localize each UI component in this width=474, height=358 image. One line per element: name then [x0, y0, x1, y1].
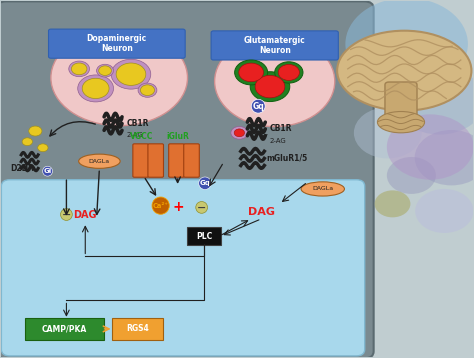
FancyBboxPatch shape [148, 144, 164, 177]
Circle shape [37, 144, 48, 152]
Text: PLC: PLC [196, 232, 212, 241]
Text: D2DR: D2DR [10, 164, 34, 173]
Circle shape [234, 129, 245, 137]
Text: CAMP/PKA: CAMP/PKA [42, 324, 87, 333]
Ellipse shape [51, 30, 188, 126]
Circle shape [395, 67, 474, 135]
FancyBboxPatch shape [1, 180, 365, 356]
Circle shape [78, 75, 114, 102]
Circle shape [69, 61, 90, 77]
Circle shape [116, 63, 146, 86]
Text: −: − [62, 209, 71, 219]
Text: −: − [197, 202, 206, 212]
Circle shape [235, 60, 268, 85]
Circle shape [29, 126, 42, 136]
Ellipse shape [79, 154, 120, 168]
Circle shape [97, 64, 114, 77]
Text: Ca²⁺: Ca²⁺ [153, 203, 169, 209]
Circle shape [275, 62, 303, 83]
Text: Gq: Gq [200, 180, 210, 186]
Text: 2-AG: 2-AG [270, 137, 287, 144]
Circle shape [72, 63, 87, 75]
Circle shape [255, 76, 285, 98]
Text: DAGLa: DAGLa [312, 187, 333, 192]
FancyBboxPatch shape [48, 29, 185, 58]
FancyBboxPatch shape [211, 31, 338, 60]
Circle shape [111, 59, 151, 89]
Circle shape [278, 64, 300, 81]
Circle shape [346, 0, 468, 90]
Text: DAGLa: DAGLa [89, 159, 110, 164]
Circle shape [415, 189, 474, 233]
Text: CB1R: CB1R [270, 125, 292, 134]
Circle shape [374, 190, 410, 217]
FancyBboxPatch shape [169, 144, 184, 177]
Text: RGS4: RGS4 [126, 324, 149, 333]
Circle shape [387, 114, 474, 180]
Ellipse shape [377, 111, 425, 133]
Circle shape [22, 138, 33, 146]
FancyBboxPatch shape [26, 318, 104, 339]
FancyBboxPatch shape [0, 1, 374, 358]
Circle shape [250, 72, 290, 102]
Text: DAG: DAG [73, 210, 97, 220]
Circle shape [82, 78, 109, 98]
Text: Gq: Gq [252, 102, 264, 111]
Circle shape [99, 66, 111, 76]
Text: CB1R: CB1R [127, 119, 149, 128]
FancyBboxPatch shape [385, 82, 417, 127]
Text: DAG: DAG [248, 207, 275, 217]
Circle shape [387, 157, 436, 194]
Text: iGluR: iGluR [166, 132, 189, 141]
Text: +: + [172, 200, 184, 214]
Ellipse shape [301, 182, 345, 196]
FancyBboxPatch shape [133, 144, 148, 177]
Text: 2-AG: 2-AG [127, 132, 144, 138]
Circle shape [354, 107, 422, 158]
Circle shape [138, 83, 157, 97]
Circle shape [239, 63, 264, 82]
Text: Glutamatergic
Neuron: Glutamatergic Neuron [244, 36, 306, 55]
Ellipse shape [337, 31, 472, 111]
Text: mGluR1/5: mGluR1/5 [267, 154, 308, 163]
Text: Gi: Gi [44, 168, 52, 174]
FancyBboxPatch shape [112, 318, 164, 339]
Text: Dopaminergic
Neuron: Dopaminergic Neuron [87, 34, 147, 53]
Circle shape [140, 85, 155, 96]
FancyBboxPatch shape [184, 144, 199, 177]
Text: VGCC: VGCC [130, 132, 154, 141]
Circle shape [415, 130, 474, 185]
FancyBboxPatch shape [187, 227, 221, 245]
Circle shape [231, 126, 248, 139]
Ellipse shape [215, 36, 335, 127]
